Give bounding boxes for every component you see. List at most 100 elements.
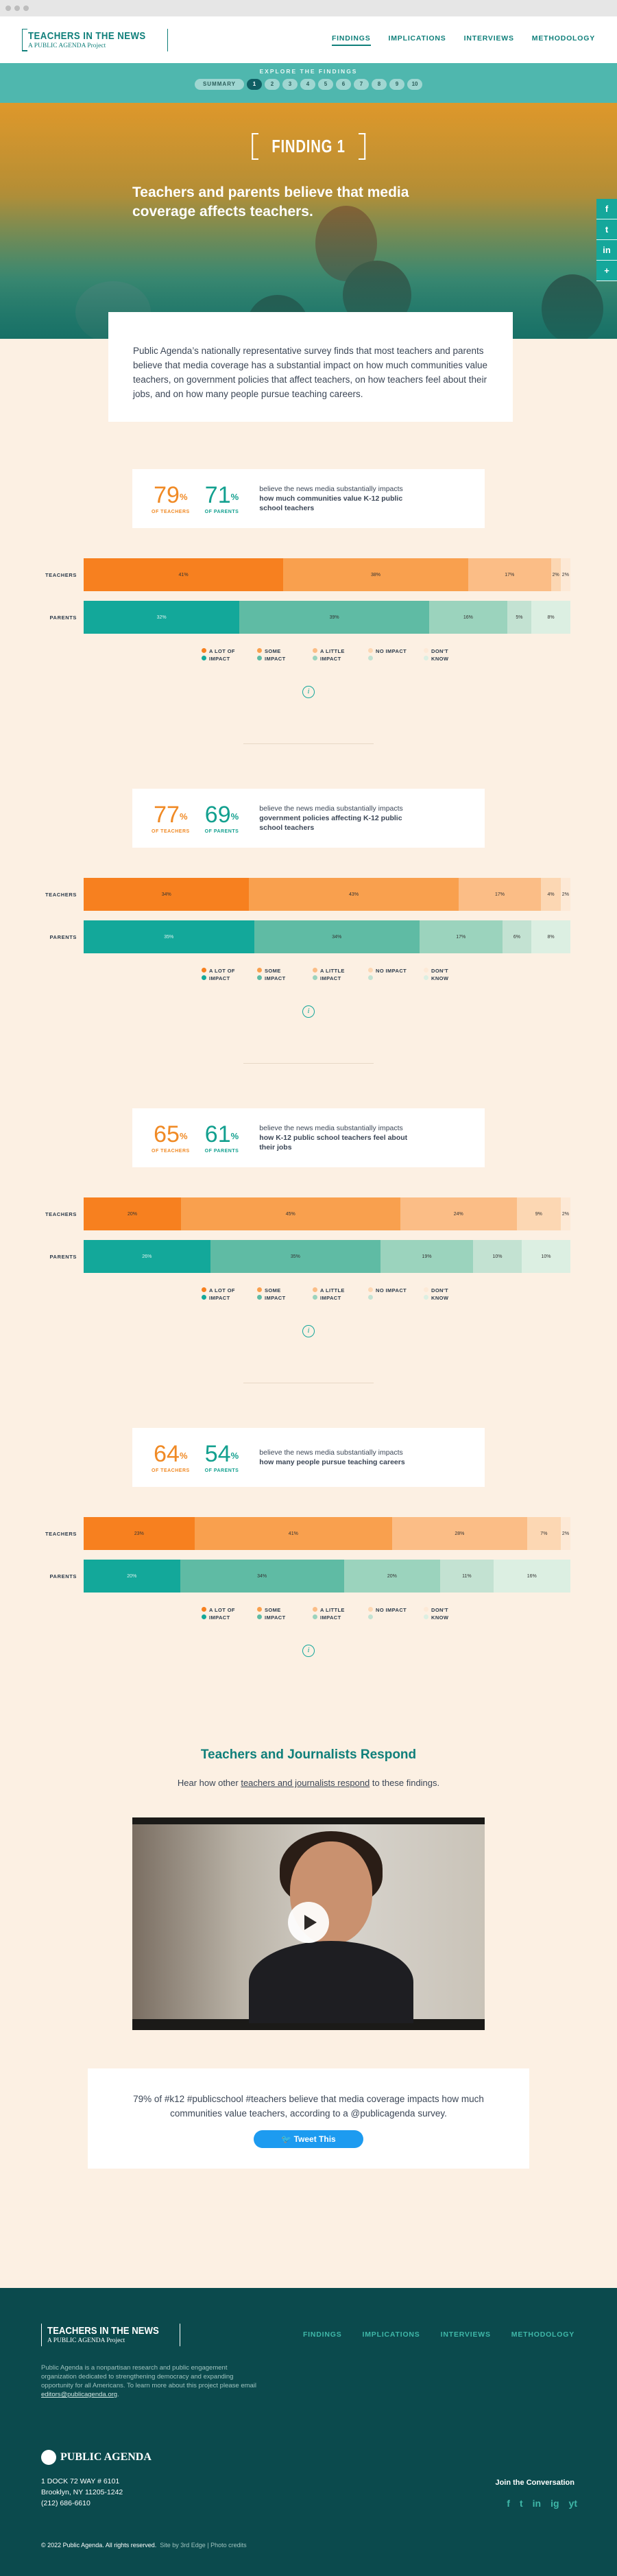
legend-item: DON'T KNOW: [424, 1287, 456, 1302]
legend-swatch: [424, 648, 428, 660]
nav-interviews[interactable]: INTERVIEWS: [463, 34, 514, 43]
footer-nav-interviews[interactable]: INTERVIEWS: [440, 2330, 491, 2339]
pager-page[interactable]: 8: [372, 79, 387, 90]
parents-row-label: PARENTS: [49, 1573, 77, 1579]
legend-item: NO IMPACT: [368, 1606, 409, 1621]
legend-swatch: [202, 648, 206, 660]
footer-logo[interactable]: TEACHERS IN THE NEWS A PUBLIC AGENDA Pro…: [41, 2324, 181, 2346]
pager-summary[interactable]: SUMMARY: [194, 79, 245, 90]
nav-methodology[interactable]: METHODOLOGY: [531, 34, 595, 43]
public-agenda-logo[interactable]: PUBLIC AGENDA: [41, 2450, 152, 2465]
chart-legend: A LOT OF IMPACT SOME IMPACT A LITTLE IMPAC…: [202, 1606, 456, 1621]
stat-card: 65% OF TEACHERS 61% OF PARENTS believe the n…: [132, 1108, 485, 1167]
nav-implications[interactable]: IMPLICATIONS: [388, 34, 446, 43]
segment-label: 35%: [290, 1254, 300, 1259]
finding-block: 77% OF TEACHERS 69% OF PARENTS believe the n…: [0, 789, 617, 1077]
teachers-row-label: TEACHERS: [45, 1211, 77, 1217]
of-teachers-label: OF TEACHERS: [152, 1468, 190, 1473]
segment-label: 6%: [513, 934, 520, 940]
pager-page[interactable]: 2: [265, 79, 280, 90]
footer-nav-findings[interactable]: FINDINGS: [302, 2330, 342, 2339]
parents-bar: 26% 35% 19% 10% 10%: [84, 1240, 570, 1273]
of-teachers-label: OF TEACHERS: [152, 829, 190, 834]
play-icon[interactable]: [288, 1902, 329, 1943]
site-logo[interactable]: TEACHERS IN THE NEWS A PUBLIC AGENDA Pro…: [21, 28, 169, 51]
teachers-bar: 34% 43% 17% 4% 2%: [84, 878, 570, 911]
teachers-bar-segment: 41%: [194, 1517, 392, 1550]
window-dot[interactable]: [23, 5, 29, 11]
of-teachers-label: OF TEACHERS: [152, 1149, 190, 1154]
pager-page[interactable]: 6: [336, 79, 352, 90]
info-icon[interactable]: i: [302, 686, 315, 698]
of-parents-label: OF PARENTS: [204, 829, 239, 834]
logo-title: TEACHERS IN THE NEWS: [28, 29, 146, 42]
info-icon[interactable]: i: [302, 1005, 315, 1018]
parents-row-label: PARENTS: [49, 1253, 77, 1260]
footer-logo-title: TEACHERS IN THE NEWS: [47, 2325, 159, 2337]
pager-page[interactable]: 1: [247, 79, 263, 90]
parents-row-label: PARENTS: [49, 614, 77, 621]
footer-nav-methodology[interactable]: METHODOLOGY: [511, 2330, 574, 2339]
legend-label: DON'T KNOW: [431, 648, 449, 662]
teachers-bar-segment: 2%: [560, 878, 570, 911]
linkedin-icon[interactable]: in: [532, 2498, 542, 2509]
instagram-icon[interactable]: ig: [551, 2498, 559, 2509]
teachers-bar-row: TEACHERS 41% 38% 17% 2% 2%: [0, 558, 617, 591]
tweet-button[interactable]: 🐦 Tweet This: [254, 2130, 363, 2148]
segment-label: 8%: [547, 934, 555, 940]
info-icon[interactable]: i: [302, 1325, 315, 1337]
segment-label: 2%: [561, 1531, 570, 1536]
stat-card: 79% OF TEACHERS 71% OF PARENTS believe the n…: [132, 469, 485, 528]
teachers-stat: 77% OF TEACHERS: [152, 802, 190, 834]
pager-page[interactable]: 4: [300, 79, 316, 90]
legend-item: SOME IMPACT: [257, 1287, 298, 1302]
pager-page[interactable]: 9: [389, 79, 405, 90]
teachers-row-label: TEACHERS: [45, 571, 77, 578]
share-plus-icon[interactable]: +: [596, 261, 617, 281]
linkedin-icon[interactable]: in: [596, 240, 617, 261]
parents-bar-segment: 8%: [531, 601, 570, 634]
parents-bar-row: PARENTS 35% 34% 17% 6% 8%: [0, 920, 617, 953]
teachers-bar-segment: 2%: [560, 558, 570, 591]
segment-label: 2%: [552, 572, 559, 577]
footer-email-link[interactable]: editors@publicagenda.org: [41, 2391, 118, 2398]
facebook-icon[interactable]: f: [507, 2498, 510, 2509]
video-player[interactable]: [132, 1817, 485, 2030]
facebook-icon[interactable]: f: [596, 199, 617, 219]
window-dot[interactable]: [5, 5, 11, 11]
join-conversation: Join the Conversation: [495, 2479, 574, 2487]
parents-bar-segment: 17%: [419, 920, 503, 953]
respond-section: Teachers and Journalists Respond Hear ho…: [0, 1748, 617, 1788]
segment-label: 5%: [516, 615, 523, 620]
explore-label: EXPLORE THE FINDINGS: [259, 68, 358, 75]
footer-social: f t in ig yt: [507, 2498, 577, 2509]
segment-label: 7%: [540, 1531, 548, 1536]
pager-page[interactable]: 7: [354, 79, 370, 90]
finding-badge: FINDING 1: [252, 133, 365, 160]
respond-link[interactable]: teachers and journalists respond: [241, 1778, 370, 1788]
pager-page[interactable]: 5: [318, 79, 334, 90]
window-dot[interactable]: [14, 5, 20, 11]
info-icon[interactable]: i: [302, 1645, 315, 1657]
pager-page[interactable]: 10: [407, 79, 423, 90]
intro-text: Public Agenda’s nationally representativ…: [108, 312, 513, 422]
segment-label: 39%: [329, 615, 339, 620]
credits-links[interactable]: Site by 3rd Edge | Photo credits: [160, 2542, 247, 2549]
segment-label: 20%: [387, 1573, 397, 1579]
pager-page[interactable]: 3: [282, 79, 298, 90]
footer-nav-implications[interactable]: IMPLICATIONS: [362, 2330, 420, 2339]
twitter-icon[interactable]: t: [596, 219, 617, 240]
teachers-percent: 77%: [154, 802, 188, 828]
parents-percent: 71%: [204, 482, 239, 508]
finding-pager: SUMMARY 1 2 3 4 5 6 7 8 9 10: [194, 79, 423, 90]
legend-label: SOME IMPACT: [265, 968, 286, 981]
finding-label: FINDING 1: [271, 136, 346, 156]
legend-swatch: [202, 1607, 206, 1619]
of-parents-label: OF PARENTS: [204, 1468, 239, 1473]
parents-bar-segment: 26%: [84, 1240, 210, 1273]
twitter-icon[interactable]: t: [519, 2498, 523, 2509]
legend-item: A LITTLE IMPACT: [313, 967, 353, 982]
segment-label: 41%: [288, 1531, 298, 1536]
nav-findings[interactable]: FINDINGS: [331, 34, 371, 46]
youtube-icon[interactable]: yt: [568, 2498, 577, 2509]
